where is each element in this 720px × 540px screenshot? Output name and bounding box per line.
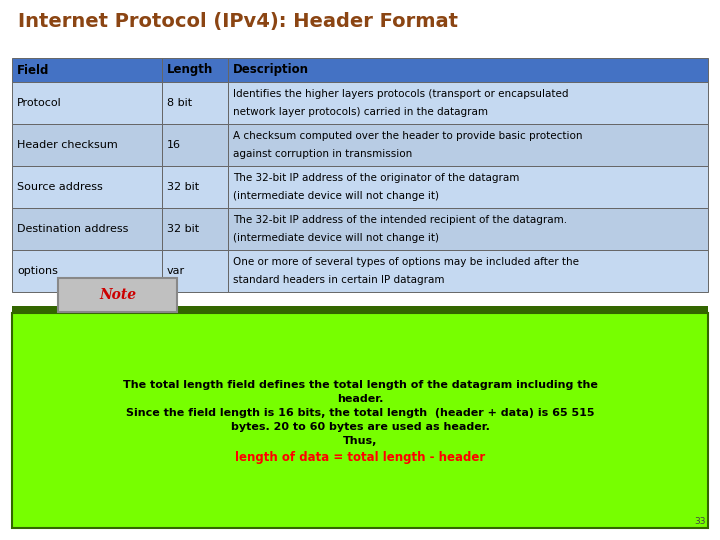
Text: bytes. 20 to 60 bytes are used as header.: bytes. 20 to 60 bytes are used as header… (230, 422, 490, 433)
Text: 32 bit: 32 bit (166, 182, 199, 192)
Bar (12, 82, 161, 124)
Text: Description: Description (233, 64, 309, 77)
Text: options: options (17, 266, 58, 276)
Text: 16: 16 (166, 140, 181, 150)
Bar (12, 250, 161, 292)
Bar (228, 124, 708, 166)
Bar (12, 124, 161, 166)
Text: 33: 33 (695, 517, 706, 526)
Text: Header checksum: Header checksum (17, 140, 118, 150)
Bar (12, 313, 708, 528)
Bar (228, 250, 708, 292)
Bar (161, 58, 228, 82)
Text: header.: header. (337, 395, 383, 404)
Bar (161, 250, 228, 292)
Text: Source address: Source address (17, 182, 103, 192)
Text: var: var (166, 266, 185, 276)
Text: Protocol: Protocol (17, 98, 62, 108)
Text: length of data = total length - header: length of data = total length - header (235, 450, 485, 463)
Text: Field: Field (17, 64, 50, 77)
Bar (228, 82, 708, 124)
Bar (161, 124, 228, 166)
Text: network layer protocols) carried in the datagram: network layer protocols) carried in the … (233, 107, 487, 117)
Text: 32 bit: 32 bit (166, 224, 199, 234)
Text: One or more of several types of options may be included after the: One or more of several types of options … (233, 256, 579, 267)
Text: The total length field defines the total length of the datagram including the: The total length field defines the total… (122, 381, 598, 390)
Bar (12, 306, 708, 313)
Bar (12, 58, 161, 82)
Text: 8 bit: 8 bit (166, 98, 192, 108)
Text: Length: Length (166, 64, 213, 77)
Text: against corruption in transmission: against corruption in transmission (233, 149, 412, 159)
Bar (228, 208, 708, 250)
Bar (12, 166, 161, 208)
Text: A checksum computed over the header to provide basic protection: A checksum computed over the header to p… (233, 131, 582, 141)
Bar (228, 166, 708, 208)
Bar (228, 58, 708, 82)
Text: (intermediate device will not change it): (intermediate device will not change it) (233, 191, 438, 201)
Bar (12, 208, 161, 250)
Text: Internet Protocol (IPv4): Header Format: Internet Protocol (IPv4): Header Format (18, 12, 458, 31)
Text: Destination address: Destination address (17, 224, 128, 234)
FancyBboxPatch shape (58, 278, 177, 312)
Text: (intermediate device will not change it): (intermediate device will not change it) (233, 233, 438, 243)
Text: standard headers in certain IP datagram: standard headers in certain IP datagram (233, 275, 444, 285)
Text: The 32-bit IP address of the originator of the datagram: The 32-bit IP address of the originator … (233, 173, 519, 183)
Bar (161, 208, 228, 250)
Text: Thus,: Thus, (343, 436, 377, 447)
Text: Identifies the higher layers protocols (transport or encapsulated: Identifies the higher layers protocols (… (233, 89, 568, 99)
Bar (161, 82, 228, 124)
Text: Since the field length is 16 bits, the total length  (header + data) is 65 515: Since the field length is 16 bits, the t… (126, 408, 594, 418)
Text: Note: Note (99, 288, 136, 302)
Bar (161, 166, 228, 208)
Text: The 32-bit IP address of the intended recipient of the datagram.: The 32-bit IP address of the intended re… (233, 215, 567, 225)
